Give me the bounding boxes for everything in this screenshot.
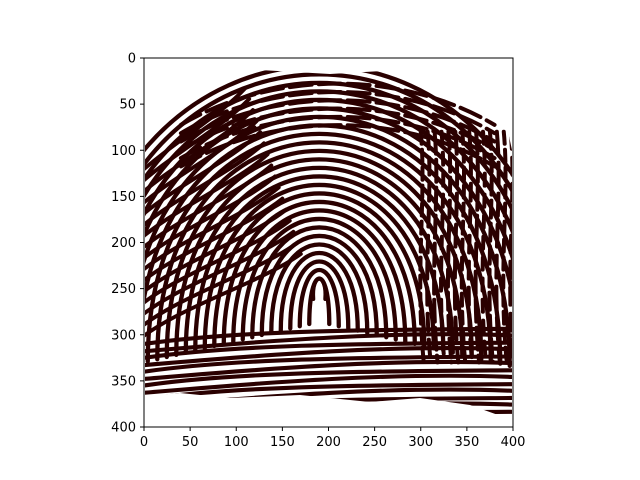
ridge-line [145,240,300,335]
x-tick-label: 100 [224,435,249,450]
ridge-line [269,242,370,335]
y-tick-label: 250 [111,282,136,297]
y-tick-label: 200 [111,236,136,251]
x-tick-label: 300 [408,435,433,450]
ridge-line [480,129,489,365]
ridge-line [259,233,379,338]
ridge-line [145,72,512,379]
x-tick-label: 350 [454,435,479,450]
ridge-line [145,368,512,389]
x-tick-label: 400 [501,435,526,450]
ridge-line [250,225,389,340]
ridge-line [145,196,285,291]
ridge-line [231,208,408,344]
x-tick-label: 200 [316,435,341,450]
y-tick-label: 100 [111,144,136,159]
y-tick-label: 350 [111,374,136,389]
y-axis: 0 50 100 150 200 250 300 350 400 [111,52,144,436]
ridge-line [494,129,502,365]
ridge-line [288,259,351,331]
ridge-line [418,129,426,365]
x-axis: 0 50 100 150 200 250 300 350 400 [140,427,526,450]
ridge-line [178,98,497,144]
ridge-line [459,129,468,365]
ridge-line [439,129,447,365]
x-tick-label: 250 [362,435,387,450]
ridge-line [432,129,440,365]
y-tick-label: 300 [111,328,136,343]
ridge-line [145,185,281,280]
ridge-line [145,359,512,382]
ridge-line [178,114,497,161]
ridge-line [183,165,455,355]
ridge-line [145,229,296,324]
ridge-line [508,129,512,365]
x-tick-label: 0 [140,435,148,450]
ridge-line [178,81,497,127]
ridge-line [452,129,461,365]
ridge-line [466,129,475,365]
y-tick-label: 150 [111,190,136,205]
ridge-line [145,373,512,396]
ridge-line [178,106,497,152]
ridge-line [145,152,270,247]
ridge-line [174,157,465,357]
ridge-line [297,267,341,329]
ridge-line [145,252,303,346]
ridge-line [473,129,482,365]
ridge-line [212,191,427,349]
ridge-line [311,277,328,302]
ridge-line [501,129,509,365]
y-tick-label: 400 [111,421,136,436]
ridge-line [145,207,289,302]
ridge-line [145,130,263,225]
x-tick-label: 150 [270,435,295,450]
ridge-line [178,123,497,169]
ridge-line [145,174,277,269]
x-tick-label: 50 [182,435,199,450]
ridge-line [425,129,433,365]
ridge-line [145,108,255,203]
ridge-line [145,141,266,236]
y-tick-label: 0 [128,52,136,67]
ridge-line [445,129,454,365]
ridge-line [145,163,274,258]
ridge-line [178,90,497,136]
ridge-line [278,251,360,333]
y-tick-label: 50 [119,98,136,113]
ridge-line [145,218,292,313]
